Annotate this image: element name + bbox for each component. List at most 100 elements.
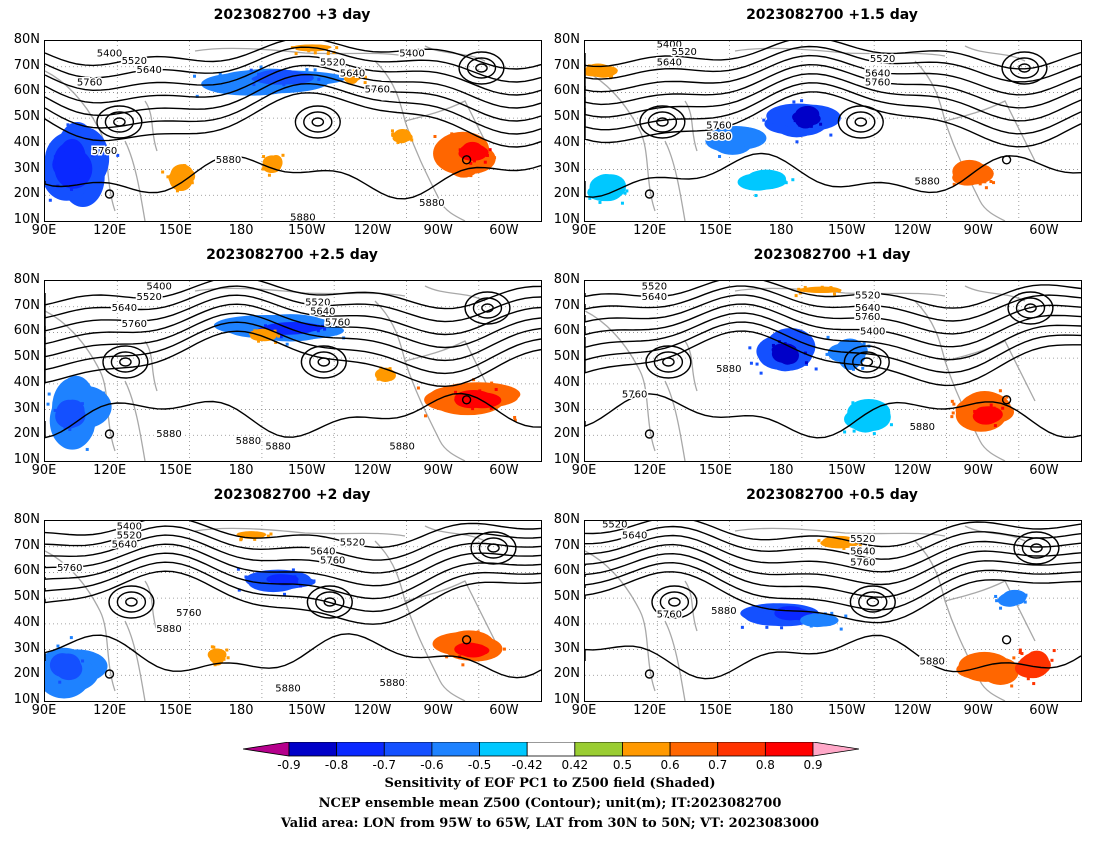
colorbar-box [574,741,623,757]
contour-label: 5880 [379,678,404,689]
map-panel: 5520 5640 5880 5760 5520 5640 5760 5400 5880 [584,280,1082,462]
lat-tick-label: 70N [13,537,40,553]
colorbar-label: 0.8 [755,758,775,772]
lat-tick-label: 40N [553,614,580,630]
coastline [585,285,1036,461]
lat-tick-label: 60N [553,323,580,339]
lon-tick-label: 150W [827,463,866,478]
colorbar-box [383,741,433,757]
lat-tick-label: 70N [13,297,40,313]
contour-label: 5640 [112,539,137,550]
lat-tick-label: 50N [553,109,580,125]
lat-tick-label: 10N [13,692,40,707]
contour-label: 5520 [340,538,365,549]
contour-label: 5760 [365,85,390,96]
colorbar-box [764,741,814,757]
lon-tick-label: 120E [633,703,667,718]
contour-label: 5880 [706,131,731,142]
colorbar-label: -0.9 [277,758,301,772]
colorbar-label: -0.7 [372,758,396,772]
lat-tick-label: 50N [13,109,40,125]
caption-line3: Valid area: LON from 95W to 65W, LAT fro… [280,816,820,831]
lon-tick-label: 120W [353,463,392,478]
contour-label: 5760 [622,389,647,400]
contour-label: 5640 [865,68,890,79]
lat-tick-label: 10N [553,452,580,467]
colorbar-box [526,741,576,757]
colorbar-box [669,741,719,757]
lat-tick-label: 40N [13,134,40,150]
lon-tick-label: 180 [228,703,254,718]
lon-tick-label: 120W [353,703,392,718]
lat-tick-label: 30N [13,160,40,176]
colorbar-label: -0.8 [324,758,349,772]
sensitivity-shading [45,531,506,699]
panel-title: 2023082700 +3 day [213,7,371,23]
contour-label: 5880 [919,656,944,667]
contour-label: 5400 [146,281,171,292]
coastline [45,525,496,701]
lat-tick-label: 60N [13,323,40,339]
contour-label: 5520 [305,298,330,309]
contour-label: 5520 [855,290,880,301]
contour-label: 5880 [275,683,300,694]
lat-tick-label: 70N [553,297,580,313]
contour-label: 5760 [865,77,890,88]
contour-label: 5640 [850,547,875,558]
lat-tick-label: 30N [13,640,40,656]
map-panel: 5400 5520 5640 5760 5520 5640 5760 5880 5880 5880… [44,280,542,462]
z500-contours [585,41,1081,199]
contour-label: 5880 [914,176,939,187]
contour-label: 5880 [156,429,181,440]
lat-tick-label: 80N [13,272,40,287]
sensitivity-shading [45,44,497,207]
lat-tick-label: 80N [553,272,580,287]
contour-label: 5640 [310,307,335,318]
lat-tick-label: 20N [13,666,40,682]
lat-tick-label: 30N [553,400,580,416]
lon-tick-label: 60W [1029,223,1059,238]
contour-label: 5880 [910,422,935,433]
lat-tick-label: 30N [553,160,580,176]
map-panel: 5400 5520 5640 5760 5760 5880 5640 5760 5520 5880… [44,520,542,702]
lat-tick-label: 10N [553,692,580,707]
lat-tick-label: 60N [13,563,40,579]
colorbar-label: 0.9 [803,758,823,772]
contour-label: 5520 [642,281,667,292]
lon-tick-label: 90W [423,703,453,718]
colorbar-label: -0.5 [467,758,492,772]
lat-tick-label: 40N [13,614,40,630]
contour-label: 5760 [57,563,82,574]
lon-tick-label: 180 [228,223,254,238]
lat-tick-label: 80N [13,512,40,527]
contour-label: 5520 [850,534,875,545]
contour-label: 5880 [290,212,315,221]
lon-tick-label: 120E [633,463,667,478]
colorbar-over [812,741,860,757]
lat-tick-label: 50N [553,589,580,605]
contour-label: 5640 [622,530,647,541]
lon-tick-label: 150E [698,463,732,478]
lat-tick-label: 40N [13,374,40,390]
lat-tick-label: 30N [553,640,580,656]
panel-title: 2023082700 +2 day [213,487,371,503]
contour-label: 5520 [870,54,895,65]
lat-tick-label: 70N [13,57,40,73]
contour-label: 5520 [602,521,627,531]
contour-label: 5760 [77,77,102,88]
lat-tick-label: 20N [553,666,580,682]
colorbar-box [431,741,480,757]
contour-label: 5760 [657,610,682,621]
lon-tick-label: 180 [768,463,794,478]
contour-label: 5760 [92,146,117,157]
contour-label: 5760 [122,319,147,330]
contour-label: 5520 [136,292,161,303]
z500-contours [45,281,541,439]
colorbar-label: 0.6 [660,758,680,772]
sensitivity-shading [740,535,1056,688]
z500-contours [45,41,541,200]
lat-tick-label: 80N [553,512,580,527]
